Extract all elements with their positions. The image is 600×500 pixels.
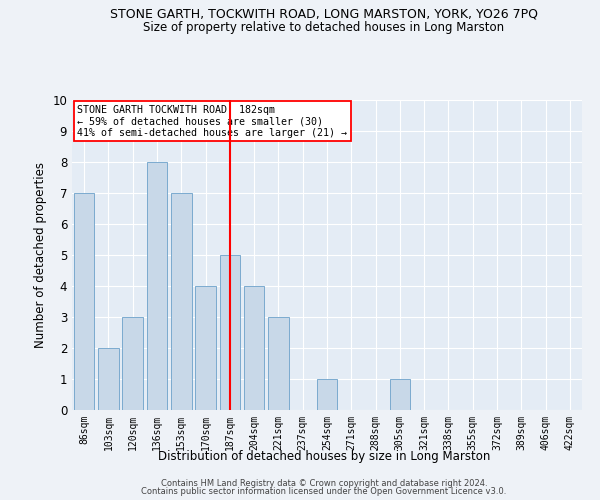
Text: Size of property relative to detached houses in Long Marston: Size of property relative to detached ho… [143,21,505,34]
Bar [122,317,143,410]
Bar [220,255,240,410]
Text: Distribution of detached houses by size in Long Marston: Distribution of detached houses by size … [158,450,490,463]
Text: Contains public sector information licensed under the Open Government Licence v3: Contains public sector information licen… [142,487,506,496]
Text: Contains HM Land Registry data © Crown copyright and database right 2024.: Contains HM Land Registry data © Crown c… [161,478,487,488]
Bar [389,379,410,410]
Bar [171,193,191,410]
Bar [244,286,265,410]
Bar [74,193,94,410]
Bar [98,348,119,410]
Text: STONE GARTH TOCKWITH ROAD: 182sqm
← 59% of detached houses are smaller (30)
41% : STONE GARTH TOCKWITH ROAD: 182sqm ← 59% … [77,104,347,138]
Y-axis label: Number of detached properties: Number of detached properties [34,162,47,348]
Bar [146,162,167,410]
Bar [268,317,289,410]
Text: STONE GARTH, TOCKWITH ROAD, LONG MARSTON, YORK, YO26 7PQ: STONE GARTH, TOCKWITH ROAD, LONG MARSTON… [110,8,538,20]
Bar [195,286,216,410]
Bar [317,379,337,410]
